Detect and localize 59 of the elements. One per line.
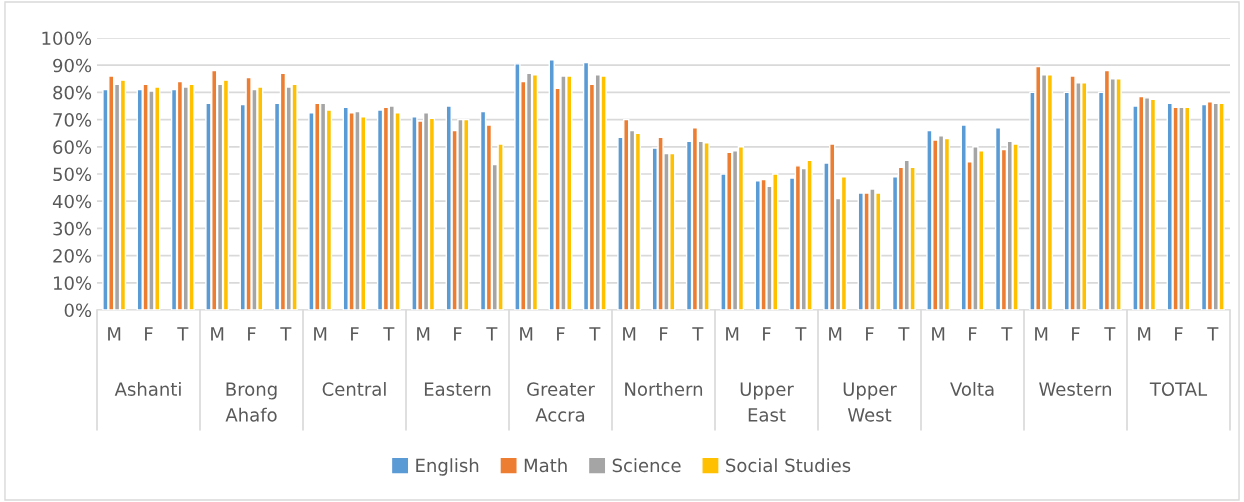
x-tick-label: M xyxy=(829,327,842,341)
x-tick-label: F xyxy=(248,327,256,341)
y-tick-label: 100% xyxy=(42,31,92,46)
y-tick-label: 20% xyxy=(53,249,92,263)
x-tick-label: M xyxy=(314,327,327,341)
y-tick-label: 50% xyxy=(53,167,92,182)
x-tick-label: M xyxy=(726,327,739,341)
text: Northern xyxy=(625,382,703,396)
x-tick-label: T xyxy=(177,327,189,341)
legend-label: Science xyxy=(612,458,681,473)
text: Upper West xyxy=(843,382,897,422)
x-tick-label: T xyxy=(1001,327,1013,341)
x-tick-label: F xyxy=(969,327,977,341)
y-tick-label: 90% xyxy=(53,58,92,73)
text: Central xyxy=(322,382,386,396)
y-tick-label: 70% xyxy=(53,113,92,127)
y-tick-label: 30% xyxy=(53,221,92,236)
x-tick-label: F xyxy=(763,327,771,341)
x-tick-label: T xyxy=(280,327,292,341)
x-tick-label: F xyxy=(1072,327,1080,341)
x-tick-label: T xyxy=(589,327,601,341)
text: TOTAL xyxy=(1149,382,1208,396)
x-tick-label: F xyxy=(866,327,874,341)
x-tick-label: M xyxy=(1138,327,1151,341)
text: Greater Accra xyxy=(527,382,595,422)
legend-label: English xyxy=(416,458,479,476)
text: Brong Ahafo xyxy=(225,382,277,422)
text: Volta xyxy=(950,382,994,396)
x-tick-label: T xyxy=(486,327,498,341)
x-tick-label: T xyxy=(898,327,910,341)
x-tick-label: T xyxy=(1104,327,1116,341)
x-tick-label: F xyxy=(351,327,359,341)
x-tick-label: F xyxy=(454,327,462,341)
x-tick-label: M xyxy=(108,327,121,341)
x-tick-label: M xyxy=(932,327,945,341)
x-tick-label: M xyxy=(211,327,224,341)
legend-label: Social Studies xyxy=(726,458,851,473)
x-tick-label: T xyxy=(383,327,395,341)
x-tick-label: T xyxy=(692,327,704,341)
x-tick-label: M xyxy=(520,327,533,341)
text: Upper East xyxy=(740,382,794,422)
x-tick-label: M xyxy=(417,327,430,341)
x-tick-label: F xyxy=(660,327,668,341)
text: Western xyxy=(1039,382,1111,396)
x-tick-label: M xyxy=(623,327,636,341)
legend-label: Math xyxy=(524,458,567,473)
x-tick-label: M xyxy=(1035,327,1048,341)
x-tick-label: F xyxy=(145,327,153,341)
text: Ashanti xyxy=(114,382,181,396)
x-tick-label: F xyxy=(1175,327,1183,341)
x-tick-label: F xyxy=(557,327,565,341)
y-tick-label: 10% xyxy=(53,276,92,290)
x-tick-label: T xyxy=(1207,327,1219,341)
x-tick-label: T xyxy=(795,327,807,341)
y-tick-label: 0% xyxy=(64,303,92,318)
y-tick-label: 40% xyxy=(52,194,92,209)
text: Eastern xyxy=(424,382,491,396)
y-tick-label: 60% xyxy=(53,140,92,154)
y-tick-label: 80% xyxy=(53,85,92,100)
